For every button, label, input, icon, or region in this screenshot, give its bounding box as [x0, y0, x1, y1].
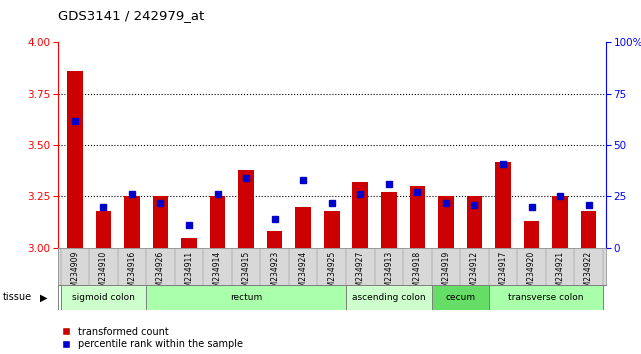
- Bar: [60, 285, 146, 310]
- Bar: [346, 285, 431, 310]
- Bar: [524, 221, 539, 248]
- Bar: [488, 285, 603, 310]
- Bar: [431, 285, 488, 310]
- Text: GSM234927: GSM234927: [356, 251, 365, 297]
- Text: cecum: cecum: [445, 293, 475, 302]
- Bar: [267, 232, 283, 248]
- Bar: [296, 207, 311, 248]
- Text: tissue: tissue: [3, 292, 32, 302]
- Text: GSM234918: GSM234918: [413, 251, 422, 297]
- Text: GSM234924: GSM234924: [299, 251, 308, 297]
- Bar: [438, 196, 454, 248]
- Text: GSM234909: GSM234909: [71, 251, 79, 297]
- Text: GSM234926: GSM234926: [156, 251, 165, 297]
- Text: GSM234913: GSM234913: [385, 251, 394, 297]
- Bar: [124, 196, 140, 248]
- Text: GSM234916: GSM234916: [128, 251, 137, 297]
- Bar: [495, 161, 511, 248]
- Bar: [324, 211, 340, 248]
- Text: sigmoid colon: sigmoid colon: [72, 293, 135, 302]
- Bar: [410, 186, 425, 248]
- Text: GSM234922: GSM234922: [584, 251, 593, 297]
- Bar: [581, 211, 597, 248]
- Bar: [210, 196, 226, 248]
- Bar: [381, 192, 397, 248]
- Text: GSM234915: GSM234915: [242, 251, 251, 297]
- Bar: [96, 211, 111, 248]
- Text: GSM234912: GSM234912: [470, 251, 479, 297]
- Text: ascending colon: ascending colon: [352, 293, 426, 302]
- Text: GSM234920: GSM234920: [527, 251, 536, 297]
- Bar: [467, 196, 482, 248]
- Text: GSM234917: GSM234917: [499, 251, 508, 297]
- Bar: [553, 196, 568, 248]
- Bar: [67, 71, 83, 248]
- Text: GDS3141 / 242979_at: GDS3141 / 242979_at: [58, 9, 204, 22]
- Bar: [146, 285, 346, 310]
- Text: transverse colon: transverse colon: [508, 293, 583, 302]
- Text: GSM234919: GSM234919: [442, 251, 451, 297]
- Text: rectum: rectum: [230, 293, 262, 302]
- Text: GSM234921: GSM234921: [556, 251, 565, 297]
- Bar: [153, 196, 169, 248]
- Text: GSM234923: GSM234923: [270, 251, 279, 297]
- Text: ▶: ▶: [40, 292, 48, 302]
- Bar: [238, 170, 254, 248]
- Text: GSM234914: GSM234914: [213, 251, 222, 297]
- Text: GSM234911: GSM234911: [185, 251, 194, 297]
- Text: GSM234925: GSM234925: [327, 251, 337, 297]
- Bar: [181, 238, 197, 248]
- Text: GSM234910: GSM234910: [99, 251, 108, 297]
- Legend: transformed count, percentile rank within the sample: transformed count, percentile rank withi…: [63, 327, 243, 349]
- Bar: [353, 182, 368, 248]
